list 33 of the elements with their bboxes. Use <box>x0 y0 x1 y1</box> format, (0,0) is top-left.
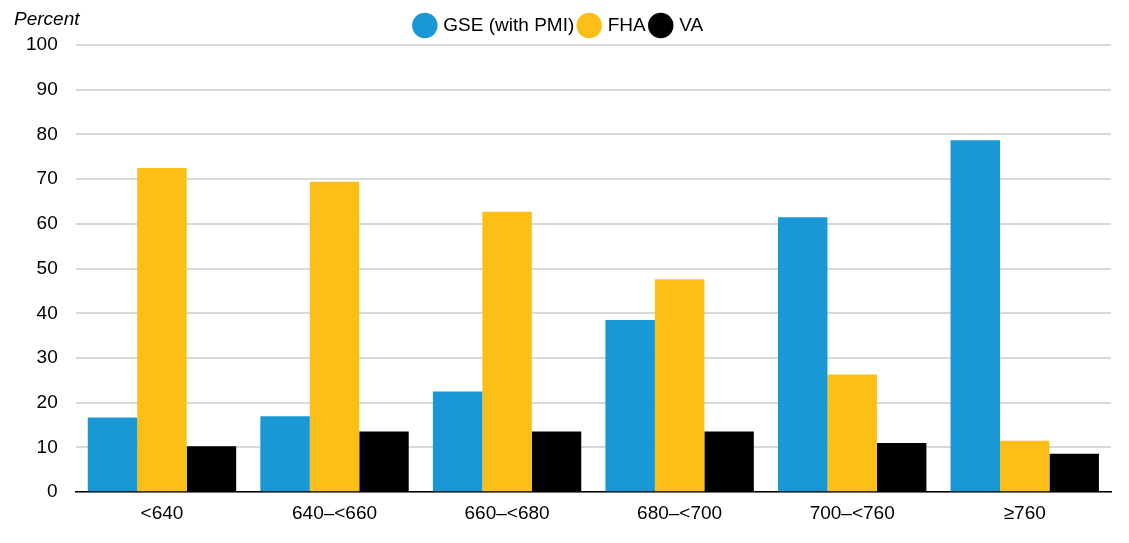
bar <box>950 140 1000 492</box>
y-tick-label: 10 <box>36 435 58 457</box>
x-tick-label: <640 <box>140 501 184 523</box>
y-tick-label: 80 <box>36 122 58 144</box>
y-tick-label: 70 <box>36 167 58 189</box>
x-tick-label: 660–<680 <box>464 501 550 523</box>
y-tick-label: 30 <box>36 346 58 368</box>
y-tick-label: 60 <box>36 212 58 234</box>
bar <box>87 417 138 492</box>
bar <box>309 181 360 492</box>
legend-label: VA <box>679 13 704 35</box>
bar <box>654 279 705 492</box>
legend-label: GSE (with PMI) <box>443 13 575 35</box>
bar <box>260 416 310 492</box>
y-tick-label: 90 <box>36 77 58 99</box>
x-tick-label: ≥760 <box>1003 501 1046 523</box>
y-tick-label: 40 <box>36 301 58 323</box>
bar <box>432 391 483 492</box>
legend-label: FHA <box>607 13 647 35</box>
x-tick-label: 680–<700 <box>637 501 723 523</box>
bar <box>137 167 187 492</box>
bar <box>999 440 1050 492</box>
y-tick-label: 20 <box>36 390 58 412</box>
y-axis-title: Percent <box>14 8 80 30</box>
y-tick-label: 50 <box>36 256 58 278</box>
bar <box>482 211 532 492</box>
y-tick-label: 0 <box>47 480 58 502</box>
y-tick-label: 100 <box>26 33 58 55</box>
x-tick-label: 700–<760 <box>809 501 895 523</box>
bar <box>777 217 828 492</box>
x-tick-label: 640–<660 <box>291 501 378 523</box>
bar <box>605 320 655 492</box>
bar <box>827 374 877 492</box>
